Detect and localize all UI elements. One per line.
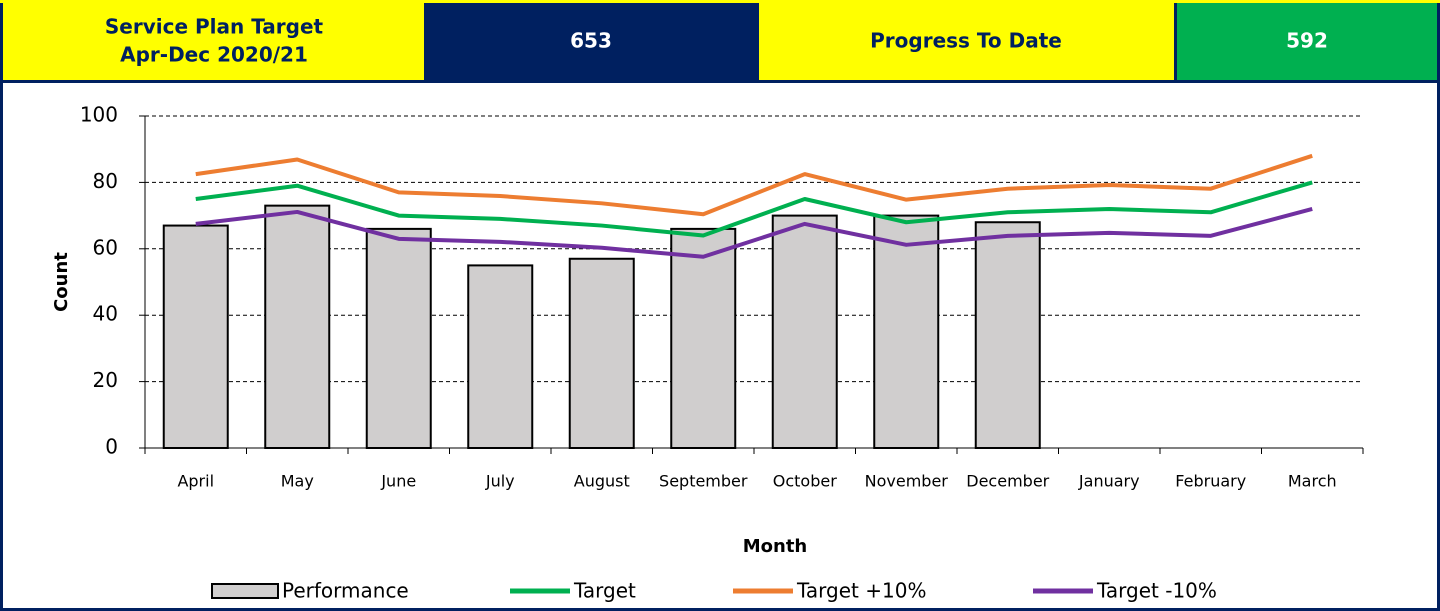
legend-label: Performance xyxy=(282,579,409,603)
y-axis-label: Count xyxy=(51,252,72,312)
x-tick-label: September xyxy=(659,472,748,491)
progress-label: Progress To Date xyxy=(870,29,1062,53)
x-tick-label: April xyxy=(177,472,214,491)
x-tick-label: March xyxy=(1288,472,1337,491)
x-tick-label: July xyxy=(485,472,515,491)
line xyxy=(195,207,1313,259)
line xyxy=(195,180,1313,238)
y-tick-label: 80 xyxy=(93,169,118,193)
x-tick-label: August xyxy=(574,472,630,491)
legend-label: Target -10% xyxy=(1096,579,1217,603)
y-tick-label: 60 xyxy=(93,235,118,259)
bar xyxy=(365,227,432,449)
target-label: Service Plan Target xyxy=(105,15,324,39)
bar xyxy=(670,227,737,449)
y-tick-label: 100 xyxy=(80,103,118,127)
bar xyxy=(771,214,838,449)
bar xyxy=(568,257,635,450)
line xyxy=(195,153,1313,217)
x-axis-label: Month xyxy=(743,536,808,557)
x-tick-label: December xyxy=(966,472,1049,491)
y-tick-label: 20 xyxy=(93,368,118,392)
x-tick-label: January xyxy=(1078,472,1140,491)
bar xyxy=(162,224,229,449)
y-tick-label: 40 xyxy=(93,302,118,326)
x-tick-label: June xyxy=(380,472,416,491)
bar xyxy=(974,221,1041,449)
target-label-box xyxy=(3,3,424,80)
x-tick-label: May xyxy=(281,472,314,491)
progress-value-box xyxy=(1177,3,1437,80)
x-tick-label: November xyxy=(865,472,949,491)
legend-label: Target +10% xyxy=(796,579,926,603)
target-value-box xyxy=(426,3,756,80)
top-strip xyxy=(0,0,1440,3)
legend-label: Target xyxy=(573,579,636,603)
bar xyxy=(467,264,534,449)
progress-value: 592 xyxy=(1286,29,1328,53)
x-tick-label: October xyxy=(773,472,837,491)
target-label: Apr-Dec 2020/21 xyxy=(120,43,308,67)
y-tick-label: 0 xyxy=(105,435,118,459)
bar xyxy=(873,214,940,449)
progress-label-box xyxy=(759,3,1174,80)
legend-swatch xyxy=(211,583,279,599)
bar xyxy=(264,204,331,449)
target-value: 653 xyxy=(570,29,612,53)
x-tick-label: February xyxy=(1175,472,1246,491)
